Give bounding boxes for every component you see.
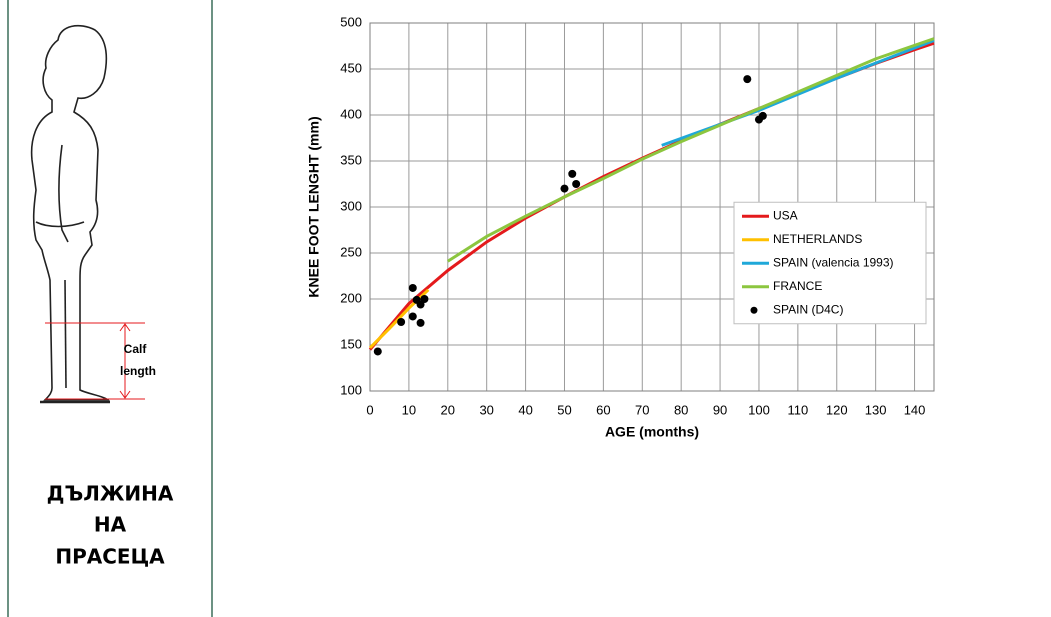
calf-label: length — [120, 364, 156, 378]
legend-label: SPAIN (valencia 1993) — [773, 255, 894, 269]
chart: 100 150 200 250 300 350 400 450 500 0 10 20 30 40 50 60… — [306, 14, 935, 440]
child-illustration — [30, 24, 110, 404]
scatter-point — [408, 283, 417, 292]
y-tick-label: 350 — [340, 152, 362, 167]
legend-label: NETHERLANDS — [773, 232, 862, 246]
x-tick-label: 60 — [596, 402, 610, 417]
x-tick-label: 10 — [402, 402, 416, 417]
y-tick-label: 300 — [340, 198, 362, 213]
legend-marker — [750, 306, 758, 314]
scatter-point — [743, 75, 752, 84]
y-tick-label: 250 — [340, 244, 362, 259]
y-tick-label: 500 — [340, 14, 362, 29]
panel-title: ДЪЛЖИНА — [47, 482, 174, 506]
x-tick-label: 70 — [635, 402, 649, 417]
scatter-point — [373, 347, 382, 356]
x-tick-label: 80 — [674, 402, 688, 417]
y-tick-label: 200 — [340, 290, 362, 305]
x-tick-label: 40 — [518, 402, 532, 417]
y-tick-label: 150 — [340, 336, 362, 351]
x-tick-label: 130 — [865, 402, 887, 417]
scatter-point — [560, 184, 569, 193]
x-tick-label: 30 — [479, 402, 493, 417]
y-tick-label: 400 — [340, 106, 362, 121]
legend-label: USA — [773, 208, 798, 222]
scatter-point — [572, 180, 581, 188]
scatter-point — [397, 318, 406, 326]
y-axis-title: KNEE FOOT LENGHT (mm) — [306, 116, 322, 297]
scatter-point — [568, 169, 577, 178]
x-tick-label: 90 — [713, 402, 727, 417]
panel-title: НА — [94, 513, 127, 537]
x-tick-label: 140 — [904, 402, 926, 417]
panel-title: ПРАСЕЦА — [55, 545, 165, 569]
legend-label: SPAIN (D4C) — [773, 302, 843, 316]
x-tick-label: 120 — [826, 402, 848, 417]
y-tick-label: 100 — [340, 382, 362, 397]
scatter-point — [416, 318, 425, 327]
plot-border — [369, 22, 935, 392]
x-axis-title: AGE (months) — [605, 424, 699, 440]
scatter-point — [420, 295, 429, 303]
line-series — [446, 37, 935, 263]
x-tick-label: 110 — [787, 402, 808, 417]
x-tick-label: 100 — [748, 402, 770, 417]
scatter-point — [408, 312, 417, 321]
x-tick-label: 0 — [366, 402, 373, 417]
scatter-point — [758, 111, 767, 120]
legend-label: FRANCE — [773, 279, 822, 293]
x-tick-label: 50 — [557, 402, 571, 417]
measure-marker — [45, 322, 145, 400]
x-tick-label: 20 — [441, 402, 455, 417]
calf-label: Calf — [124, 342, 148, 356]
y-tick-label: 450 — [340, 60, 362, 75]
